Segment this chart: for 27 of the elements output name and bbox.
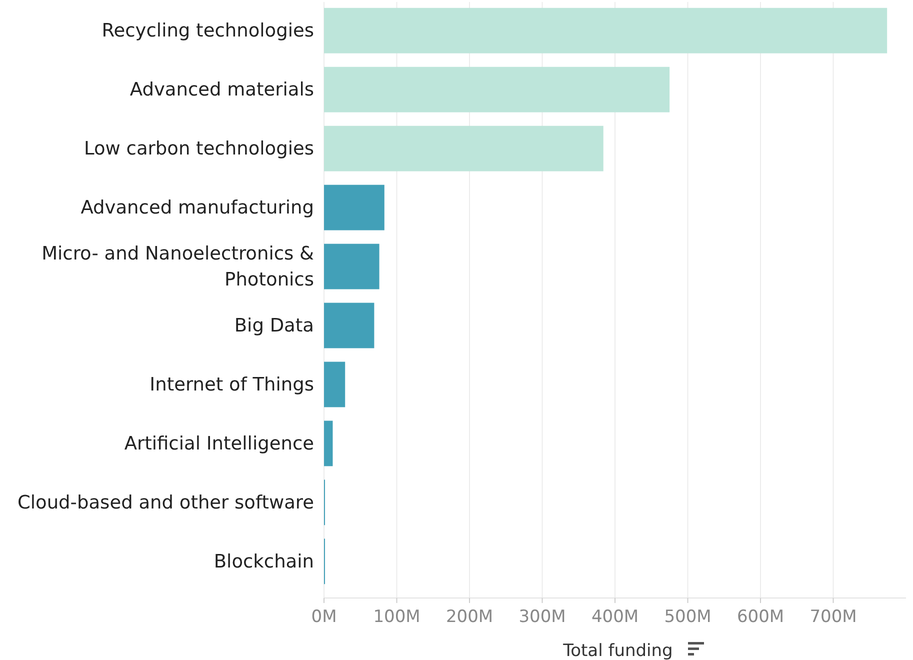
bar (324, 362, 346, 408)
bar (324, 302, 374, 348)
bar (324, 420, 333, 466)
y-tick-label: Advanced materials (130, 80, 314, 101)
x-tick-label: 100M (373, 607, 420, 627)
y-tick-label: Artificial Intelligence (124, 433, 314, 454)
bar (324, 126, 604, 172)
bar (324, 184, 384, 230)
y-tick-label: Internet of Things (150, 374, 314, 396)
x-tick-label: 300M (518, 607, 566, 627)
x-tick-label: 700M (810, 607, 857, 627)
y-tick-label: Big Data (234, 315, 314, 336)
y-tick-label: Low carbon technologies (84, 138, 314, 160)
bar (324, 8, 888, 54)
x-axis-title: Total funding (562, 641, 673, 660)
bar (324, 244, 380, 290)
y-tick-label: Micro- and Nanoelectronics & Photonics (42, 244, 314, 291)
x-tick-label: 200M (446, 607, 494, 627)
y-tick-label: Blockchain (214, 551, 314, 572)
y-tick-label: Recycling technologies (102, 20, 314, 42)
y-tick-label: Cloud-based and other software (17, 492, 314, 514)
bar (324, 66, 670, 112)
y-tick-label: Advanced manufacturing (80, 198, 314, 219)
x-tick-label: 500M (664, 607, 712, 627)
x-tick-label: 0M (311, 607, 337, 627)
x-tick-label: 600M (736, 607, 784, 627)
x-tick-label: 400M (591, 607, 639, 627)
